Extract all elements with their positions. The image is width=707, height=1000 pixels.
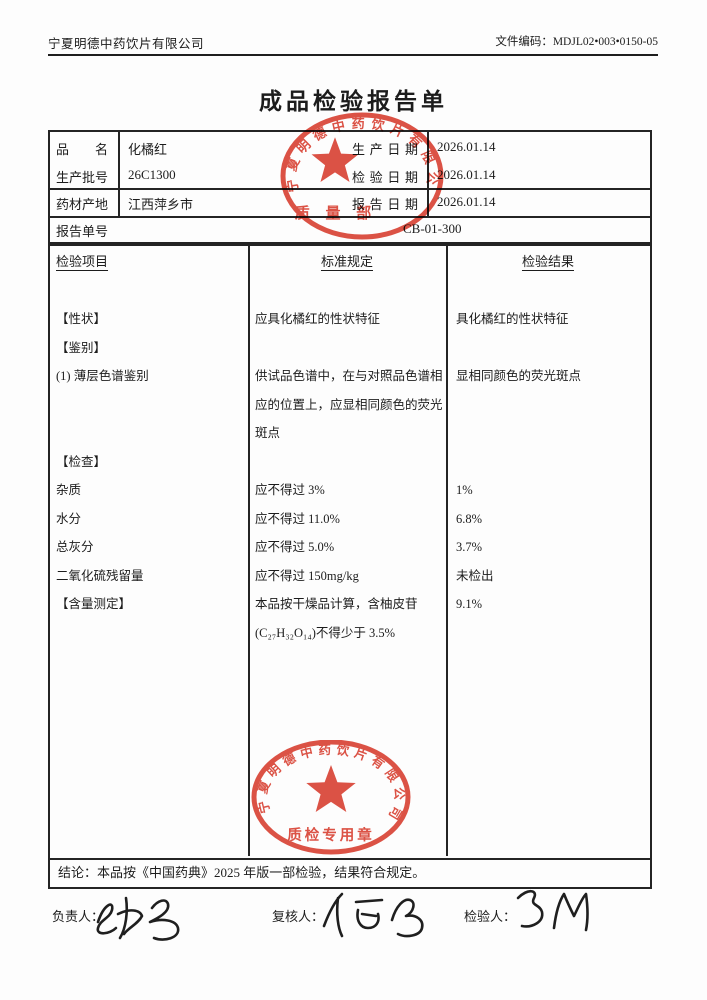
inspector-label: 检验人： bbox=[464, 909, 517, 924]
production-date-value: 2026.01.14 bbox=[437, 139, 496, 154]
test-results-table: 检验项目 标准规定 检验结果 【性状】 应具化橘红的性状特征 具化橘红的性状特征… bbox=[48, 244, 652, 858]
page-title: 成品检验报告单 bbox=[259, 89, 448, 114]
origin-label: 药材产地 bbox=[56, 197, 109, 212]
test-item: 【性状】 bbox=[56, 312, 107, 326]
origin-value: 江西萍乡市 bbox=[128, 197, 194, 212]
quality-dept-stamp: 宁夏明德中药饮片有限公司 质 量 部 bbox=[272, 108, 444, 240]
batch-no-value: 26C1300 bbox=[128, 167, 176, 182]
test-item: 【检查】 bbox=[56, 454, 107, 469]
info-vline-labels bbox=[118, 132, 120, 216]
reviewer-signature bbox=[322, 892, 424, 938]
test-standard: 应具化橘红的性状特征 bbox=[255, 312, 381, 326]
test-standard bbox=[248, 448, 446, 477]
product-info-table: 品名 化橘红 生产日期 2026.01.14 生产批号 26C1300 检验日期… bbox=[48, 130, 652, 244]
responsible-label: 负责人： bbox=[52, 909, 105, 924]
test-result bbox=[446, 334, 650, 363]
test-result: 显相同颜色的荧光斑点 bbox=[456, 369, 582, 383]
test-standard: 应不得过 11.0% bbox=[255, 511, 340, 526]
test-standard bbox=[248, 334, 446, 363]
report-no-value: CB-01-300 bbox=[403, 221, 462, 236]
table-row: 【鉴别】 bbox=[50, 334, 650, 363]
column-header-result: 检验结果 bbox=[521, 254, 574, 269]
test-standard: 供试品色谱中，在与对照品色谱相应的位置上，应显相同颜色的荧光斑点 bbox=[255, 369, 443, 440]
stamp-caption: 质检专用章 bbox=[287, 826, 375, 844]
info-vline-dates bbox=[427, 132, 429, 216]
stamp-ring bbox=[251, 740, 411, 855]
test-result: 未检出 bbox=[456, 568, 494, 583]
star-icon bbox=[306, 765, 356, 812]
report-date-label: 报告日期 bbox=[352, 197, 418, 212]
document-code: 文件编码：MDJL02•003•0150-05 bbox=[495, 36, 658, 48]
test-standard: 应不得过 150mg/kg bbox=[255, 568, 359, 583]
test-item: 总灰分 bbox=[56, 540, 94, 554]
test-result: 6.8% bbox=[456, 511, 483, 526]
test-result: 3.7% bbox=[456, 540, 483, 554]
header-rule bbox=[48, 54, 658, 56]
test-standard: 本品按干燥品计算，含柚皮苷 (C₂₇H₃₂O₁₄)不得少于 3.5% bbox=[255, 597, 418, 640]
reviewer-label: 复核人： bbox=[272, 909, 325, 924]
test-item: 二氧化硫残留量 bbox=[56, 568, 144, 583]
table-row: (1) 薄层色谱鉴别 供试品色谱中，在与对照品色谱相应的位置上，应显相同颜色的荧… bbox=[50, 362, 650, 448]
test-result: 具化橘红的性状特征 bbox=[456, 312, 569, 326]
stamp-caption: 质 量 部 bbox=[295, 204, 378, 222]
responsible-signature bbox=[96, 896, 180, 941]
report-date-value: 2026.01.14 bbox=[437, 194, 496, 209]
table-row: 二氧化硫残留量 应不得过 150mg/kg 未检出 bbox=[50, 562, 650, 591]
table-row: 【性状】 应具化橘红的性状特征 具化橘红的性状特征 bbox=[50, 305, 650, 334]
test-result: 9.1% bbox=[456, 597, 483, 611]
table-row: 【含量测定】 本品按干燥品计算，含柚皮苷 (C₂₇H₃₂O₁₄)不得少于 3.5… bbox=[50, 590, 650, 647]
test-item: 【鉴别】 bbox=[56, 340, 107, 355]
stamp-company-arc: 宁夏明德中药饮片有限公司 bbox=[272, 108, 435, 193]
test-result: 1% bbox=[456, 483, 473, 497]
main-vline-1 bbox=[248, 246, 250, 856]
qc-seal-stamp: 宁夏明德中药饮片有限公司 质检专用章 bbox=[251, 740, 411, 855]
table-row: 总灰分 应不得过 5.0% 3.7% bbox=[50, 533, 650, 562]
product-name-label: 品名 bbox=[56, 142, 108, 157]
report-no-label: 报告单号 bbox=[56, 224, 109, 239]
production-date-label: 生产日期 bbox=[352, 142, 418, 157]
stamp-ring bbox=[280, 112, 444, 240]
info-divider-2 bbox=[50, 216, 650, 218]
table-row: 【检查】 bbox=[50, 448, 650, 477]
svg-text:宁夏明德中药饮片有限公司: 宁夏明德中药饮片有限公司 bbox=[272, 108, 441, 193]
inspection-date-value: 2026.01.14 bbox=[437, 167, 496, 182]
test-item: (1) 薄层色谱鉴别 bbox=[56, 369, 149, 383]
product-name-value: 化橘红 bbox=[128, 142, 168, 157]
main-vline-2 bbox=[446, 246, 448, 856]
column-header-standard: 标准规定 bbox=[320, 254, 373, 269]
table-row: 杂质 应不得过 3% 1% bbox=[50, 476, 650, 505]
test-standard: 应不得过 5.0% bbox=[255, 540, 335, 554]
test-result bbox=[446, 448, 650, 477]
company-name: 宁夏明德中药饮片有限公司 bbox=[48, 37, 205, 51]
inspector-signature bbox=[516, 889, 589, 932]
inspection-date-label: 检验日期 bbox=[352, 170, 418, 185]
test-item: 水分 bbox=[56, 511, 82, 526]
test-standard: 应不得过 3% bbox=[255, 483, 325, 497]
column-header-item: 检验项目 bbox=[56, 254, 109, 269]
table-row: 水分 应不得过 11.0% 6.8% bbox=[50, 505, 650, 534]
conclusion-row: 结论：本品按《中国药典》2025 年版一部检验，结果符合规定。 bbox=[48, 858, 652, 889]
test-item: 杂质 bbox=[56, 483, 82, 497]
star-icon bbox=[311, 137, 359, 182]
test-item: 【含量测定】 bbox=[56, 597, 132, 611]
test-rows: 【性状】 应具化橘红的性状特征 具化橘红的性状特征 【鉴别】 (1) 薄层色谱鉴… bbox=[50, 305, 650, 647]
batch-no-label: 生产批号 bbox=[56, 170, 109, 185]
info-divider-1 bbox=[50, 188, 650, 190]
